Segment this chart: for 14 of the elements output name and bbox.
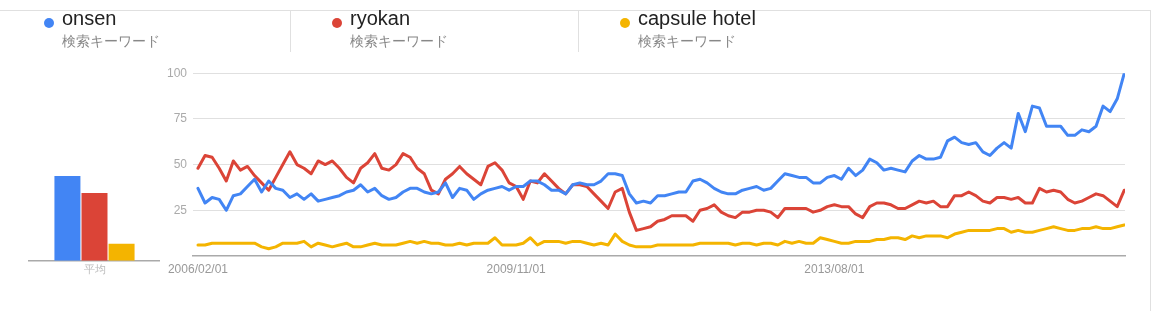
- y-tick-label: 100: [166, 65, 188, 80]
- x-tick-label: 平均: [83, 263, 106, 277]
- text: 検索キーワード: [62, 33, 160, 51]
- y-tick-label: 50: [173, 156, 188, 171]
- legend-label: capsule hotel: [638, 7, 756, 30]
- legend-label: ryokan: [350, 7, 411, 30]
- x-tick-label: 2006/02/01: [167, 261, 229, 276]
- legend-label: onsen: [62, 7, 117, 30]
- x-tick-label: 2009/11/01: [486, 261, 547, 276]
- y-tick-label: 75: [173, 111, 188, 126]
- x-tick-label: 2013/08/01: [804, 261, 865, 276]
- text: 検索キーワード: [350, 33, 448, 51]
- y-tick-label: 25: [173, 202, 188, 217]
- text: 検索キーワード: [638, 33, 736, 51]
